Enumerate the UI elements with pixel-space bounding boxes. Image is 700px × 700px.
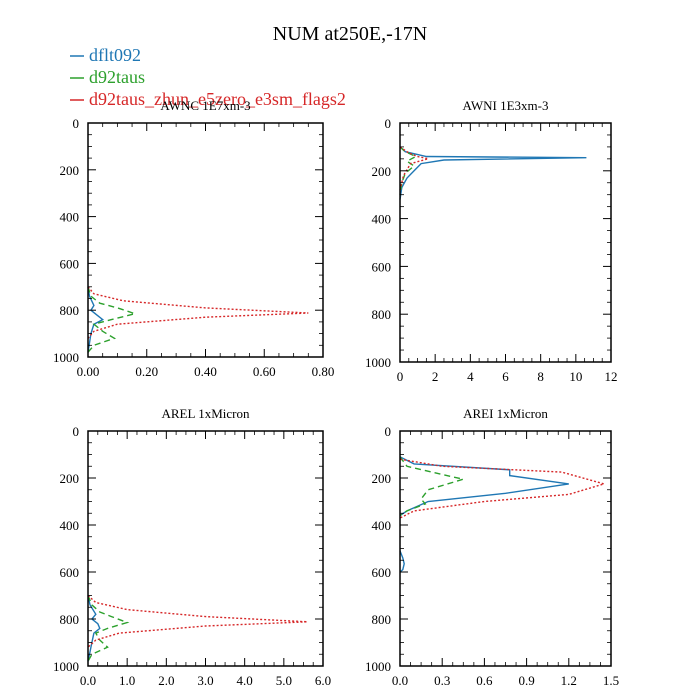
y-tick-label: 800 [60, 612, 80, 627]
x-tick-label: 0.40 [194, 364, 217, 379]
y-tick-label: 800 [60, 303, 80, 318]
x-tick-label: 0 [397, 369, 404, 384]
y-tick-label: 200 [60, 471, 80, 486]
x-tick-label: 0.3 [434, 673, 450, 688]
x-tick-label: 10 [569, 369, 582, 384]
y-tick-label: 200 [372, 164, 392, 179]
x-tick-label: 12 [605, 369, 618, 384]
legend-label-1: dflt092 [89, 45, 141, 65]
legend: dflt092d92tausd92taus_zhun_e5zero_e3sm_f… [70, 45, 346, 109]
x-tick-label: 0.60 [253, 364, 276, 379]
series-line-d92taus_zhun_e5zero_e3sm_flags2 [399, 458, 607, 519]
series-line-d92taus [399, 456, 467, 517]
y-tick-label: 1000 [365, 355, 391, 370]
plot-frame [399, 430, 612, 667]
y-tick-label: 600 [60, 565, 80, 580]
series-line-d92taus_zhun_e5zero_e3sm_flags2 [87, 286, 309, 339]
plot-frame [87, 122, 324, 358]
x-tick-label: 2.0 [158, 673, 174, 688]
x-tick-label: 6 [502, 369, 509, 384]
series-line-dflt092 [87, 286, 104, 353]
y-tick-label: 0 [73, 116, 80, 131]
y-tick-label: 1000 [53, 350, 79, 365]
panel-2: AWNI 1E3xm-3 0 2 4 6 8 10 12 0 200 400 600 800 1000 [365, 98, 618, 384]
y-tick-label: 400 [372, 518, 392, 533]
x-tick-label: 0.80 [312, 364, 335, 379]
panel-4: AREI 1xMicron 0.0 0.3 0.6 0.9 1.2 1.5 0 200 400 60… [365, 406, 619, 688]
y-tick-label: 400 [372, 212, 392, 227]
y-tick-label: 400 [60, 518, 80, 533]
x-tick-label: 2 [432, 369, 439, 384]
panel-title: AWNC 1E7xm-3 [160, 98, 250, 113]
x-tick-label: 1.0 [119, 673, 135, 688]
panels: AWNC 1E7xm-30.00 0.20 0.40 0.60 0.8002004006… [53, 98, 619, 688]
y-tick-label: 1000 [53, 659, 79, 674]
y-tick-label: 800 [372, 307, 392, 322]
x-tick-label: 5.0 [276, 673, 292, 688]
legend-label-3: d92taus_zhun_e5zero_e3sm_flags2 [89, 89, 346, 109]
y-tick-label: 200 [60, 163, 80, 178]
panel-title: AREL 1xMicron [162, 406, 250, 421]
panel-3: AREL 1xMicron 0.0 1.0 2.0 3.0 4.0 5.0 6.0 0 200 40… [53, 406, 331, 688]
y-tick-label: 0 [385, 424, 392, 439]
panel-title: AWNI 1E3xm-3 [463, 98, 549, 113]
y-tick-label: 0 [73, 424, 80, 439]
series-line-dflt092 [399, 550, 405, 573]
series-line-d92taus [87, 595, 130, 662]
x-tick-label: 1.5 [603, 673, 619, 688]
x-tick-label: 1.2 [561, 673, 577, 688]
panel-1: AWNC 1E7xm-3 0.00 0.20 0.40 0.60 0.80 0 200 400 6… [53, 98, 334, 379]
figure-title: NUM at250E,-17N [273, 23, 427, 45]
x-tick-label: 6.0 [315, 673, 331, 688]
series-line-d92taus [87, 286, 138, 353]
x-tick-label: 8 [537, 369, 544, 384]
x-tick-label: 4.0 [237, 673, 253, 688]
series-line-dflt092 [87, 595, 101, 662]
y-tick-label: 800 [372, 612, 392, 627]
x-tick-label: 0.9 [518, 673, 534, 688]
series-line-dflt092 [399, 456, 569, 517]
x-tick-label: 0.20 [135, 364, 158, 379]
x-tick-label: 0.6 [476, 673, 493, 688]
x-tick-label: 0.00 [77, 364, 100, 379]
y-tick-label: 200 [372, 471, 392, 486]
x-tick-label: 0.0 [392, 673, 408, 688]
y-tick-label: 600 [60, 256, 80, 271]
y-tick-label: 400 [60, 210, 80, 225]
x-tick-label: 4 [467, 369, 474, 384]
panel-title: AREI 1xMicron [463, 406, 548, 421]
series-line-d92taus_zhun_e5zero_e3sm_flags2 [87, 594, 308, 648]
y-tick-label: 0 [385, 116, 392, 131]
legend-label-2: d92taus [89, 67, 145, 87]
x-tick-label: 0.0 [80, 673, 96, 688]
x-tick-label: 3.0 [197, 673, 213, 688]
plot-frame [87, 430, 324, 667]
y-tick-label: 600 [372, 565, 392, 580]
series-line-dflt092 [399, 146, 587, 200]
y-tick-label: 1000 [365, 659, 391, 674]
y-tick-label: 600 [372, 259, 392, 274]
